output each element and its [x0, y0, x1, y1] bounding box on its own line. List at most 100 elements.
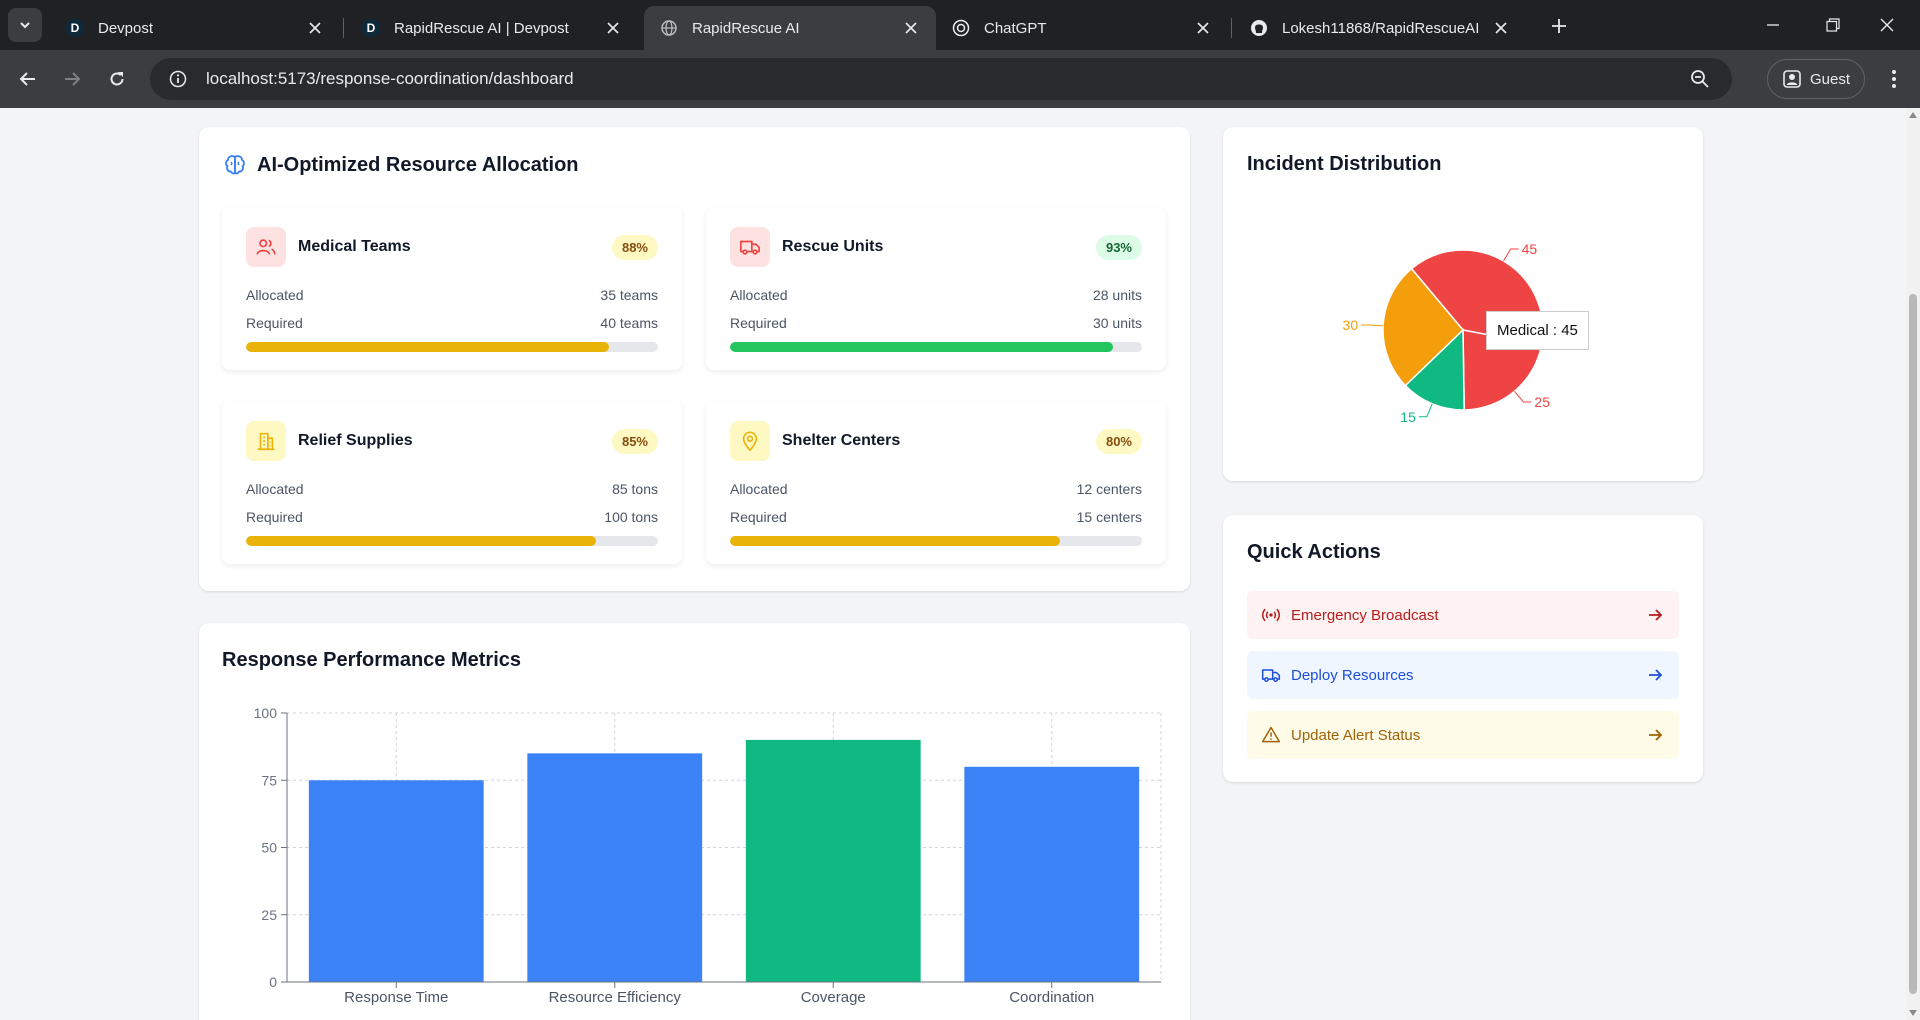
resource-name: Relief Supplies — [298, 432, 413, 449]
pie-slice[interactable] — [1404, 328, 1465, 411]
close-icon[interactable] — [902, 19, 920, 37]
profile-label: Guest — [1809, 70, 1851, 88]
required-value: 15 centers — [1076, 509, 1142, 525]
x-tick-label: Response Time — [344, 989, 448, 1006]
tab-divider — [1231, 18, 1232, 38]
required-row: Required 40 teams — [246, 315, 658, 331]
browser-tab-bar: D Devpost D RapidRescue AI | Devpost Rap… — [0, 0, 1920, 50]
deploy-resources-button[interactable]: Deploy Resources — [1247, 651, 1679, 699]
card-title: AI-Optimized Resource Allocation — [257, 153, 579, 176]
new-tab-button[interactable] — [1545, 12, 1573, 40]
resource-name: Shelter Centers — [782, 432, 901, 449]
close-window-button[interactable] — [1864, 10, 1910, 40]
devpost-icon: D — [362, 19, 380, 37]
y-tick-label: 25 — [261, 907, 277, 923]
arrow-left-icon — [19, 72, 35, 86]
tab-title: RapidRescue AI — [692, 19, 800, 37]
browser-toolbar: localhost:5173/response-coordination/das… — [0, 50, 1920, 108]
required-label: Required — [246, 509, 303, 525]
chart-tooltip: Medical : 45 — [1486, 311, 1589, 350]
page-scrollbar[interactable] — [1906, 108, 1920, 1020]
required-value: 40 teams — [600, 315, 658, 331]
incident-pie-chart: 45 25 15 30 — [1343, 241, 1551, 425]
card-title: Response Performance Metrics — [222, 649, 522, 671]
close-icon[interactable] — [306, 19, 324, 37]
allocated-label: Allocated — [246, 287, 304, 303]
scroll-down-arrow[interactable] — [1909, 1010, 1917, 1016]
truck-icon — [730, 227, 770, 267]
allocated-label: Allocated — [730, 287, 788, 303]
scroll-thumb[interactable] — [1909, 294, 1917, 994]
progress-fill — [246, 536, 597, 546]
dashboard-page: AI-Optimized Resource Allocation Medical… — [0, 108, 1906, 1020]
site-info-icon[interactable] — [158, 58, 198, 100]
zoom-icon[interactable] — [1680, 58, 1720, 100]
resource-allocation-header: AI-Optimized Resource Allocation — [223, 153, 579, 177]
close-icon[interactable] — [1492, 19, 1510, 37]
bar[interactable] — [308, 780, 484, 982]
pie-slice[interactable] — [1382, 267, 1465, 387]
tab-search-button[interactable] — [8, 8, 42, 42]
required-label: Required — [246, 315, 303, 331]
users-icon — [246, 227, 286, 267]
map-pin-icon — [730, 421, 770, 461]
tab-chatgpt[interactable]: ChatGPT — [936, 6, 1228, 50]
x-tick-label: Coordination — [1009, 989, 1094, 1006]
close-icon[interactable] — [1194, 19, 1212, 37]
close-icon[interactable] — [604, 19, 622, 37]
progress-bar — [246, 342, 658, 352]
allocated-row: Allocated 12 centers — [730, 481, 1142, 497]
incident-distribution-card: Incident Distribution 45 25 15 30 Medical :… — [1223, 127, 1703, 481]
address-bar[interactable]: localhost:5173/response-coordination/das… — [150, 58, 1732, 100]
required-row: Required 100 tons — [246, 509, 658, 525]
tab-github[interactable]: Lokesh11868/RapidRescueAI — [1234, 6, 1526, 50]
bar[interactable] — [964, 766, 1140, 982]
tab-rapidrescue-devpost[interactable]: D RapidRescue AI | Devpost — [346, 6, 638, 50]
arrow-right-icon — [65, 72, 81, 86]
github-icon — [1250, 19, 1268, 37]
restore-button[interactable] — [1810, 10, 1856, 40]
reload-icon — [110, 72, 124, 86]
allocated-label: Allocated — [730, 481, 788, 497]
x-tick-label: Coverage — [801, 989, 866, 1006]
pie-value-label: 45 — [1522, 241, 1538, 257]
pie-label-line — [1418, 403, 1433, 418]
progress-bar — [246, 536, 658, 546]
progress-bar — [730, 536, 1142, 546]
arrow-right-icon — [1645, 665, 1665, 685]
response-performance-card: Response Performance Metrics 0 25 50 75 100 R… — [199, 623, 1190, 1020]
resource-card-shelter-centers: Shelter Centers 80% Allocated 12 centers… — [706, 401, 1166, 564]
required-row: Required 15 centers — [730, 509, 1142, 525]
resource-allocation-card: AI-Optimized Resource Allocation Medical… — [199, 127, 1190, 591]
required-value: 100 tons — [604, 509, 658, 525]
card-title: Incident Distribution — [1247, 153, 1442, 175]
pie-label-line — [1361, 324, 1384, 327]
building-icon — [246, 421, 286, 461]
tab-devpost[interactable]: D Devpost — [50, 6, 340, 50]
scroll-up-arrow[interactable] — [1909, 112, 1917, 118]
y-tick-label: 100 — [254, 705, 278, 721]
globe-icon — [660, 19, 678, 37]
bar[interactable] — [745, 739, 921, 982]
action-label: Update Alert Status — [1291, 726, 1421, 744]
emergency-broadcast-button[interactable]: Emergency Broadcast — [1247, 591, 1679, 639]
back-button[interactable] — [12, 63, 44, 95]
minimize-button[interactable] — [1750, 10, 1796, 40]
browser-menu-button[interactable] — [1878, 63, 1910, 95]
required-label: Required — [730, 315, 787, 331]
bar[interactable] — [527, 753, 703, 982]
resource-card-relief-supplies: Relief Supplies 85% Allocated 85 tons Re… — [222, 401, 682, 564]
required-label: Required — [730, 509, 787, 525]
required-value: 30 units — [1092, 315, 1142, 331]
restore-icon — [1826, 18, 1840, 32]
allocated-value: 12 centers — [1076, 481, 1142, 497]
progress-fill — [246, 342, 609, 352]
devpost-icon: D — [66, 19, 84, 37]
allocated-label: Allocated — [246, 481, 304, 497]
profile-button[interactable]: Guest — [1767, 59, 1865, 99]
update-alert-status-button[interactable]: Update Alert Status — [1247, 711, 1679, 759]
forward-button[interactable] — [56, 63, 88, 95]
more-vertical-icon — [1892, 70, 1896, 88]
tab-rapidrescue-ai[interactable]: RapidRescue AI — [644, 6, 936, 50]
reload-button[interactable] — [101, 63, 133, 95]
